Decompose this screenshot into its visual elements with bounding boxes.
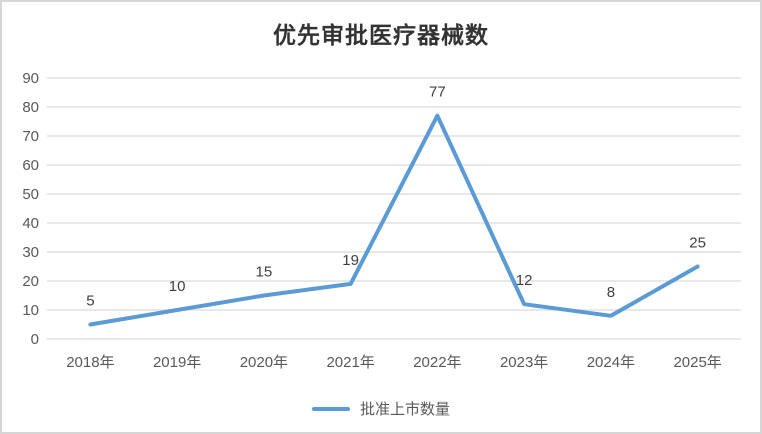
data-label: 77 xyxy=(429,84,446,101)
x-axis-tick-label: 2024年 xyxy=(587,354,635,371)
y-axis-tick-label: 90 xyxy=(22,70,39,87)
series-line xyxy=(88,113,700,327)
x-axis-tick-label: 2025年 xyxy=(673,354,721,371)
data-label: 8 xyxy=(607,284,615,301)
x-axis-tick-label: 2021年 xyxy=(326,354,374,371)
x-axis-tick-label: 2020年 xyxy=(240,354,288,371)
y-axis-tick-label: 10 xyxy=(22,302,39,319)
x-axis-tick-label: 2018年 xyxy=(66,354,114,371)
y-axis-tick-label: 20 xyxy=(22,273,39,290)
data-label: 5 xyxy=(86,293,94,310)
legend-label: 批准上市数量 xyxy=(359,400,450,418)
x-axis-tick-label: 2023年 xyxy=(500,354,548,371)
y-axis-tick-label: 60 xyxy=(22,157,39,174)
y-axis-tick-label: 0 xyxy=(31,331,39,348)
legend-line-icon xyxy=(311,406,350,411)
data-label: 25 xyxy=(689,235,706,252)
x-axis-tick-label: 2022年 xyxy=(413,354,461,371)
y-axis-tick-label: 80 xyxy=(22,99,39,116)
y-axis-tick-label: 50 xyxy=(22,186,39,203)
x-axis-tick-label: 2019年 xyxy=(153,354,201,371)
data-label: 15 xyxy=(256,264,273,281)
data-label: 10 xyxy=(169,278,186,295)
y-axis-tick-label: 70 xyxy=(22,128,39,145)
y-axis-tick-label: 30 xyxy=(22,244,39,261)
legend: 批准上市数量 xyxy=(2,398,760,419)
data-label: 19 xyxy=(342,252,359,269)
y-axis-tick-label: 40 xyxy=(22,215,39,232)
chart-title: 优先审批医疗器械数 xyxy=(273,22,489,49)
data-label: 12 xyxy=(516,272,533,289)
